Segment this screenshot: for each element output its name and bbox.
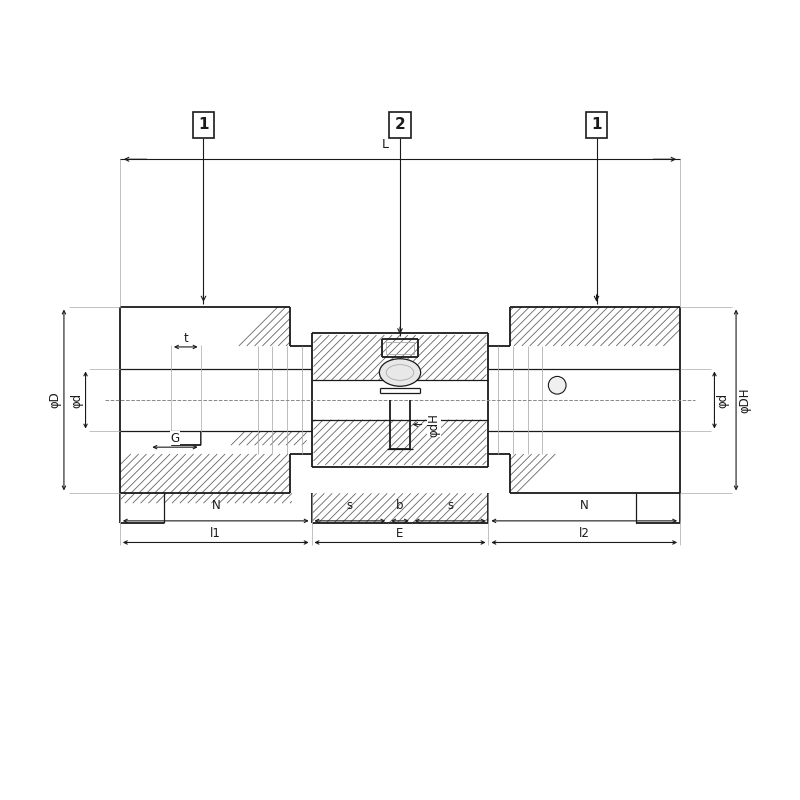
Circle shape xyxy=(548,377,566,394)
Text: φd: φd xyxy=(717,393,730,407)
Text: N: N xyxy=(580,498,589,512)
Text: φd: φd xyxy=(70,393,83,407)
Text: φdH: φdH xyxy=(427,413,441,437)
Text: 2: 2 xyxy=(394,118,406,132)
Text: φD: φD xyxy=(48,392,61,408)
Text: φDH: φDH xyxy=(738,387,751,413)
Text: s: s xyxy=(347,498,353,512)
Polygon shape xyxy=(120,494,164,523)
Text: s: s xyxy=(447,498,453,512)
Ellipse shape xyxy=(379,358,421,386)
Text: N: N xyxy=(211,498,220,512)
Text: t: t xyxy=(183,331,188,345)
Text: 1: 1 xyxy=(198,118,209,132)
Text: l2: l2 xyxy=(579,527,590,540)
Text: l1: l1 xyxy=(210,527,221,540)
Text: G: G xyxy=(170,432,179,445)
Text: E: E xyxy=(396,527,404,540)
Text: 1: 1 xyxy=(591,118,602,132)
Text: L: L xyxy=(382,138,389,151)
Polygon shape xyxy=(636,494,680,523)
Text: b: b xyxy=(396,498,404,512)
